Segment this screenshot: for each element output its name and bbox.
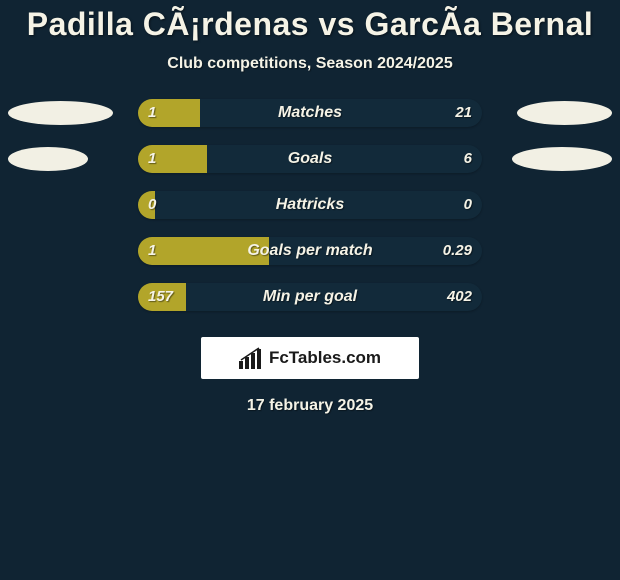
stat-right-value: 6 xyxy=(464,145,472,173)
stat-row: 157Min per goal402 xyxy=(0,283,620,311)
logo-text: FcTables.com xyxy=(269,348,381,368)
stat-label: Goals xyxy=(138,145,482,173)
logo-bars-icon xyxy=(239,347,265,369)
player-left-oval xyxy=(8,101,113,125)
stat-row: 1Goals6 xyxy=(0,145,620,173)
stat-right-value: 0.29 xyxy=(443,237,472,265)
stat-bar: 1Matches21 xyxy=(138,99,482,127)
stat-label: Hattricks xyxy=(138,191,482,219)
stat-bar: 1Goals6 xyxy=(138,145,482,173)
player-left-oval xyxy=(8,147,88,171)
comparison-card: Padilla CÃ¡rdenas vs GarcÃ­a Bernal Club… xyxy=(0,0,620,580)
stat-label: Min per goal xyxy=(138,283,482,311)
page-title: Padilla CÃ¡rdenas vs GarcÃ­a Bernal xyxy=(0,6,620,43)
stat-rows: 1Matches21 1Goals6 0Hattricks0 1Goals per m… xyxy=(0,99,620,311)
logo-box[interactable]: FcTables.com xyxy=(201,337,419,379)
player-right-oval xyxy=(512,147,612,171)
stat-row: 0Hattricks0 xyxy=(0,191,620,219)
stat-row: 1Goals per match0.29 xyxy=(0,237,620,265)
date-label: 17 february 2025 xyxy=(0,397,620,415)
stat-label: Matches xyxy=(138,99,482,127)
stat-bar: 1Goals per match0.29 xyxy=(138,237,482,265)
stat-right-value: 21 xyxy=(455,99,472,127)
stat-right-value: 402 xyxy=(447,283,472,311)
stat-bar: 0Hattricks0 xyxy=(138,191,482,219)
stat-label: Goals per match xyxy=(138,237,482,265)
subtitle: Club competitions, Season 2024/2025 xyxy=(0,55,620,73)
stat-bar: 157Min per goal402 xyxy=(138,283,482,311)
stat-right-value: 0 xyxy=(464,191,472,219)
stat-row: 1Matches21 xyxy=(0,99,620,127)
player-right-oval xyxy=(517,101,612,125)
